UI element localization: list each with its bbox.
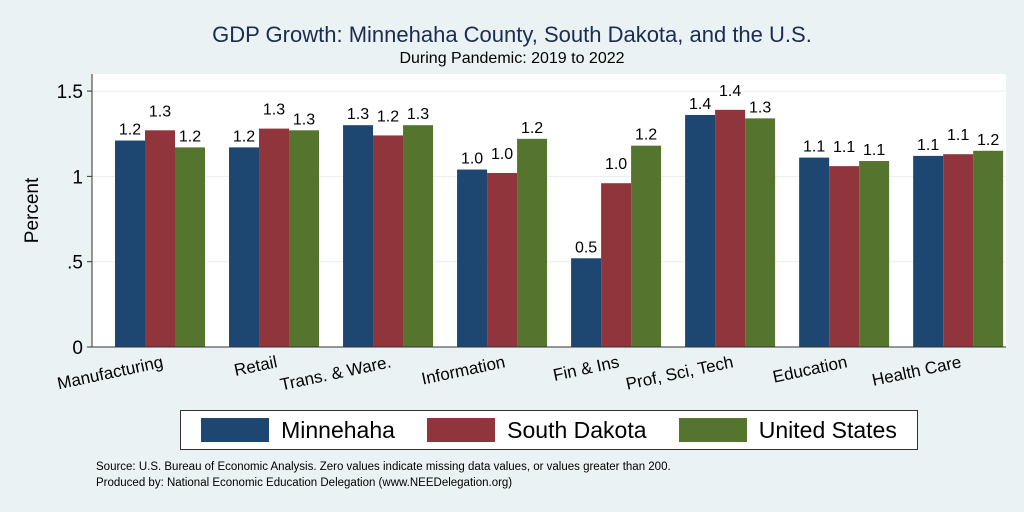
data-label: 1.3 <box>407 106 429 123</box>
bar-south-dakota <box>943 154 974 347</box>
data-label: 1.3 <box>749 99 771 116</box>
y-tick-label: .5 <box>67 253 83 274</box>
x-tick-label: Education <box>771 352 849 386</box>
y-tick-label: 1 <box>72 167 83 188</box>
x-tick-label: Prof, Sci, Tech <box>624 352 735 393</box>
x-tick-label: Information <box>420 352 507 388</box>
legend-label-south-dakota: South Dakota <box>507 416 647 443</box>
bar-united-states <box>175 147 205 347</box>
bar-minnehaha <box>571 258 602 347</box>
bar-south-dakota <box>259 128 290 347</box>
data-label: 1.3 <box>293 111 315 128</box>
data-label: 1.2 <box>377 108 399 125</box>
bar-south-dakota <box>487 172 518 347</box>
y-axis-label: Percent <box>22 177 43 243</box>
data-label: 1.3 <box>263 102 285 119</box>
bar-united-states <box>289 130 320 347</box>
bar-minnehaha <box>799 157 830 347</box>
legend: Minnehaha South Dakota United States <box>180 410 918 450</box>
legend-label-minnehaha: Minnehaha <box>281 416 395 443</box>
legend-item-united-states: United States <box>678 416 897 444</box>
bar-united-states <box>403 125 434 347</box>
data-label: 1.1 <box>917 137 939 154</box>
bar-minnehaha <box>343 125 374 347</box>
legend-swatch-united-states <box>678 418 747 442</box>
data-label: 1.3 <box>149 103 171 120</box>
legend-label-united-states: United States <box>758 416 897 443</box>
y-tick-label: 0 <box>72 338 83 359</box>
bar-united-states <box>517 138 548 347</box>
bar-south-dakota <box>829 166 860 347</box>
chart-title: GDP Growth: Minnehaha County, South Dako… <box>212 22 812 47</box>
legend-item-minnehaha: Minnehaha <box>201 417 395 444</box>
source-note: Source: U.S. Bureau of Economic Analysis… <box>96 461 671 473</box>
data-label: 1.4 <box>719 83 741 100</box>
x-tick-label: Trans. & Ware. <box>278 352 393 394</box>
data-label: 1.2 <box>119 122 141 139</box>
bar-united-states <box>859 161 890 347</box>
bar-united-states <box>745 118 776 347</box>
chart-subtitle: During Pandemic: 2019 to 2022 <box>399 50 625 67</box>
data-label: 1.2 <box>977 132 999 149</box>
data-label: 1.0 <box>461 151 483 168</box>
legend-swatch-minnehaha <box>201 418 270 442</box>
x-tick-label: Retail <box>232 352 278 380</box>
data-label: 1.4 <box>689 96 711 113</box>
data-label: 1.2 <box>233 128 255 145</box>
bar-south-dakota <box>601 183 632 347</box>
bar-south-dakota <box>373 135 404 347</box>
x-tick-label: Fin & Ins <box>551 352 621 385</box>
data-label: 1.1 <box>947 127 969 144</box>
data-label: 0.5 <box>575 239 597 256</box>
bar-united-states <box>973 150 1004 347</box>
data-label: 1.1 <box>833 139 855 156</box>
data-label: 1.2 <box>521 120 543 137</box>
bar-south-dakota <box>715 109 746 347</box>
legend-item-south-dakota: South Dakota <box>427 416 647 444</box>
data-label: 1.2 <box>635 127 657 144</box>
y-tick-label: 1.5 <box>57 82 83 103</box>
bar-minnehaha <box>457 169 488 347</box>
data-label: 1.1 <box>863 142 885 159</box>
legend-swatch-south-dakota <box>427 418 496 442</box>
bar-united-states <box>631 145 662 347</box>
data-label: 1.0 <box>491 146 513 163</box>
bar-minnehaha <box>229 147 260 347</box>
x-tick-label: Health Care <box>870 352 963 389</box>
bar-south-dakota <box>145 130 175 347</box>
data-label: 1.1 <box>803 139 825 156</box>
data-label: 1.2 <box>179 128 201 145</box>
bar-minnehaha <box>913 155 944 347</box>
bar-minnehaha <box>685 114 716 347</box>
data-label: 1.3 <box>347 106 369 123</box>
data-label: 1.0 <box>605 156 627 173</box>
bar-minnehaha <box>115 140 145 347</box>
produced-by-note: Produced by: National Economic Education… <box>96 477 513 489</box>
